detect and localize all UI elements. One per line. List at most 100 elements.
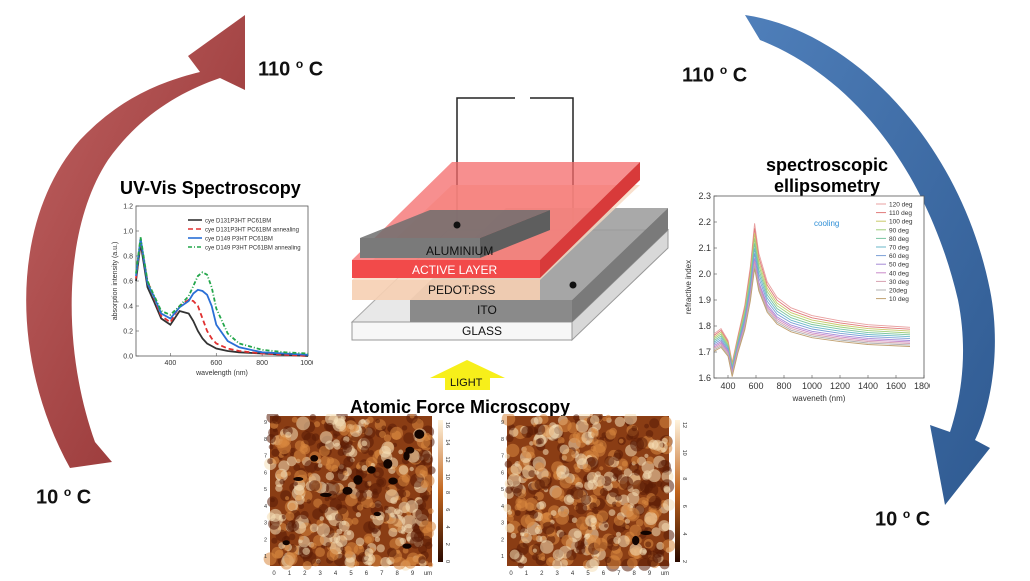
- afm-grain: [274, 549, 284, 559]
- afm-grain: [271, 537, 278, 544]
- afm-grain: [333, 433, 338, 439]
- afm-grain: [293, 484, 305, 496]
- afm-grain: [355, 512, 361, 518]
- afm-grain: [285, 511, 295, 521]
- afm2-x-tick-label: 8: [633, 571, 637, 577]
- afm-grain: [325, 472, 335, 481]
- afm-grain: [644, 511, 658, 525]
- afm-grain: [521, 445, 535, 459]
- ellipsometry-legend-entry: 30 deg: [889, 279, 909, 286]
- afm-grain: [338, 463, 347, 473]
- afm2-y-tick-label: 2: [501, 537, 504, 543]
- afm-grain: [271, 415, 282, 425]
- afm-grain: [295, 494, 302, 502]
- afm-grain: [309, 523, 319, 533]
- afm-grain: [590, 415, 600, 425]
- afm-grain: [306, 499, 311, 504]
- afm-grain: [618, 438, 624, 444]
- afm-grain: [508, 424, 515, 431]
- afm1-scale-label: 10: [444, 474, 450, 480]
- afm-grain: [591, 438, 599, 445]
- afm-grain: [593, 537, 608, 552]
- afm-grain: [286, 456, 297, 467]
- ellipsometry-x-tick-label: 1000: [802, 381, 822, 391]
- afm-grain: [604, 455, 615, 466]
- afm1-x-tick-label: 7: [380, 571, 384, 577]
- afm-grain: [268, 444, 274, 450]
- afm-grain: [625, 524, 630, 530]
- afm-grain: [608, 509, 616, 516]
- afm-grain: [360, 445, 370, 454]
- afm-grain: [581, 431, 594, 444]
- afm-grain: [542, 535, 547, 541]
- ellipsometry-legend-entry: 100 deg: [889, 219, 913, 226]
- afm-grain: [385, 489, 399, 504]
- afm2-y-tick-label: 6: [501, 470, 504, 476]
- afm-grain: [507, 473, 521, 487]
- afm1-x-tick-label: 4: [334, 571, 338, 577]
- afm-grain: [296, 416, 310, 431]
- afm-grain: [555, 511, 569, 525]
- uvvis-x-axis-label: wavelength (nm): [195, 370, 248, 377]
- uvvis-y-tick-label: 1.0: [123, 229, 133, 236]
- ellipsometry-annotation: cooling: [814, 219, 839, 228]
- afm-grain: [302, 547, 310, 555]
- afm-grain: [652, 439, 663, 451]
- ellipsometry-legend-entry: 20deg: [889, 288, 907, 295]
- afm-grain: [287, 520, 300, 532]
- afm-void: [414, 429, 425, 439]
- afm-grain: [623, 502, 631, 510]
- afm-grain: [266, 434, 276, 444]
- afm-grain: [415, 507, 429, 522]
- afm-grain: [528, 470, 536, 478]
- afm-grain: [298, 503, 305, 510]
- afm-grain: [569, 433, 579, 443]
- afm-grain: [658, 459, 671, 473]
- afm-grain: [401, 496, 408, 503]
- afm-grain: [332, 418, 347, 432]
- afm-grain: [533, 416, 543, 425]
- temp-label-right-bottom: 10 o C: [875, 507, 931, 531]
- afm-grain: [290, 447, 296, 453]
- afm-grain: [552, 549, 564, 561]
- uvvis-legend-entry: cye D131P3HT PC61BM: [205, 219, 271, 225]
- ellipsometry-title-line1: spectroscopic: [765, 155, 889, 175]
- light-label: LIGHT: [450, 377, 483, 389]
- afm-grain: [376, 477, 387, 488]
- afm-grain: [540, 540, 554, 554]
- afm-grain: [371, 491, 379, 499]
- ellipsometry-x-tick-label: 800: [776, 381, 791, 391]
- afm-grain: [624, 414, 638, 425]
- afm-grain: [320, 456, 331, 466]
- afm1-y-tick-label: 1: [264, 554, 267, 560]
- afm-grain: [354, 561, 360, 567]
- ellipsometry-y-tick-label: 1.6: [698, 373, 711, 383]
- afm-grain: [652, 553, 662, 563]
- afm2-x-tick-label: 1: [525, 571, 529, 577]
- afm-grain: [548, 556, 555, 563]
- afm-grain: [509, 549, 520, 560]
- afm-grain: [342, 451, 347, 456]
- afm-grain: [418, 556, 426, 564]
- afm-grain: [535, 462, 545, 472]
- afm-grain: [609, 427, 617, 436]
- afm-grain: [284, 552, 298, 566]
- afm-grain: [610, 548, 623, 561]
- afm-grain: [263, 552, 277, 566]
- afm-grain: [570, 486, 584, 500]
- afm-grain: [311, 433, 320, 441]
- uvvis-series-line: [135, 243, 309, 357]
- afm2-scale-label: 8: [681, 477, 687, 480]
- afm-grain: [381, 425, 387, 431]
- afm-grain: [629, 524, 642, 537]
- afm-grain: [621, 460, 628, 467]
- device-stack: [350, 97, 670, 342]
- afm-grain: [536, 501, 545, 510]
- afm-void: [403, 451, 410, 461]
- afm2-y-tick-label: 4: [501, 504, 504, 510]
- afm-grain: [301, 430, 311, 441]
- afm-grain: [644, 453, 649, 458]
- ellipsometry-y-tick-label: 2.0: [698, 269, 711, 279]
- afm-grain: [384, 505, 389, 511]
- afm-grain: [332, 439, 340, 447]
